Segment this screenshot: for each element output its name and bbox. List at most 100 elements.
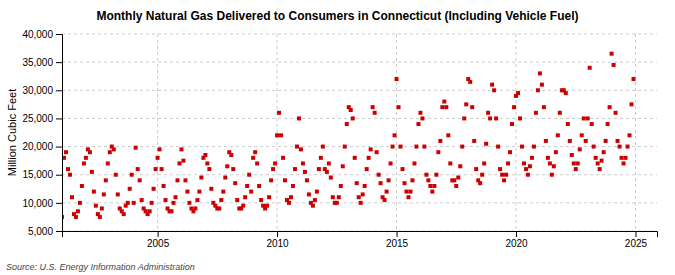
point <box>494 116 498 120</box>
point <box>289 195 293 199</box>
point <box>375 150 379 154</box>
point <box>281 156 285 160</box>
point <box>568 139 572 143</box>
point <box>632 77 636 81</box>
axis-line <box>63 232 658 238</box>
point <box>203 153 207 157</box>
point <box>389 161 393 165</box>
point <box>331 195 335 199</box>
point <box>287 201 291 205</box>
point <box>484 142 488 146</box>
point <box>172 201 176 205</box>
point <box>412 161 416 165</box>
point <box>223 176 227 180</box>
point <box>538 71 542 75</box>
point <box>408 190 412 194</box>
point <box>452 178 456 182</box>
point <box>544 139 548 143</box>
point <box>526 173 530 177</box>
x-axis: 20052010201520202025 <box>63 231 658 249</box>
point <box>335 201 339 205</box>
point <box>558 111 562 115</box>
point <box>114 173 118 177</box>
point <box>496 145 500 149</box>
grid-line <box>62 34 657 35</box>
point <box>401 167 405 171</box>
point <box>424 173 428 177</box>
point <box>393 133 397 137</box>
point <box>337 195 341 199</box>
point <box>160 167 164 171</box>
point <box>108 150 112 154</box>
point <box>68 173 72 177</box>
point <box>612 63 616 67</box>
point <box>610 52 614 56</box>
point <box>588 66 592 70</box>
tick-mark <box>56 62 62 63</box>
point <box>504 173 508 177</box>
point <box>478 181 482 185</box>
point <box>454 184 458 188</box>
point <box>480 173 484 177</box>
point <box>608 105 612 109</box>
point <box>229 153 233 157</box>
point <box>273 161 277 165</box>
point <box>98 215 102 219</box>
grid-line <box>62 118 657 119</box>
point <box>122 212 126 216</box>
point <box>414 145 418 149</box>
point <box>542 105 546 109</box>
point <box>154 167 158 171</box>
point <box>277 111 281 115</box>
point <box>470 105 474 109</box>
title: Monthly Natural Gas Delivered to Consume… <box>96 9 578 23</box>
tick-label: 2010 <box>266 238 289 249</box>
point <box>456 176 460 180</box>
point <box>233 181 237 185</box>
point <box>78 201 82 205</box>
point <box>271 167 275 171</box>
point <box>402 181 406 185</box>
point <box>185 190 189 194</box>
point <box>293 167 297 171</box>
point <box>602 150 606 154</box>
point <box>92 190 96 194</box>
point <box>492 88 496 92</box>
point <box>138 178 142 182</box>
grid-line <box>277 34 278 231</box>
point <box>365 167 369 171</box>
point <box>321 145 325 149</box>
point <box>327 161 331 165</box>
tick: 25,000 <box>22 113 62 124</box>
point <box>253 150 257 154</box>
tick-label: 2015 <box>386 238 409 249</box>
tick-label: 40,000 <box>22 29 53 40</box>
point <box>373 111 377 115</box>
point <box>506 161 510 165</box>
point <box>578 147 582 151</box>
point <box>175 178 179 182</box>
point <box>472 139 476 143</box>
point <box>596 161 600 165</box>
tick-label: 20,000 <box>22 141 53 152</box>
point <box>355 181 359 185</box>
point <box>520 145 524 149</box>
point <box>249 190 253 194</box>
point <box>303 170 307 174</box>
point <box>570 153 574 157</box>
point <box>126 201 130 205</box>
point <box>235 198 239 202</box>
point <box>361 192 365 196</box>
point <box>74 215 78 219</box>
point <box>406 195 410 199</box>
grid-line <box>62 62 657 63</box>
point <box>534 111 538 115</box>
point <box>94 204 98 208</box>
point <box>598 167 602 171</box>
point <box>502 178 506 182</box>
point <box>379 181 383 185</box>
point <box>128 187 132 191</box>
point <box>341 164 345 168</box>
point <box>205 161 209 165</box>
point <box>448 161 452 165</box>
